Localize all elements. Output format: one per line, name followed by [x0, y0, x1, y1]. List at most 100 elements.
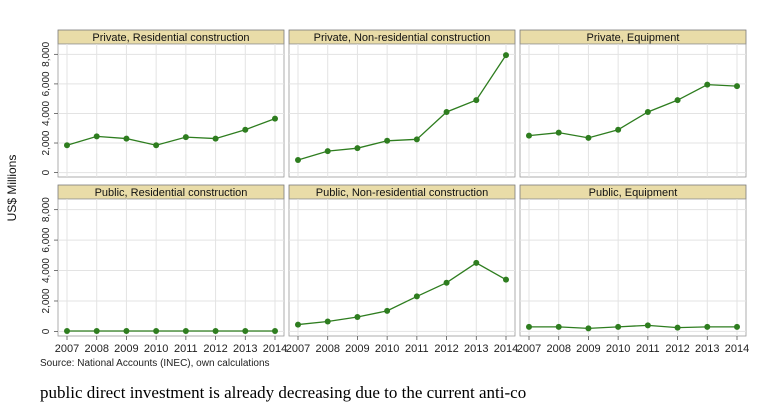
data-point: [734, 323, 740, 330]
x-tick-label: 2010: [144, 343, 168, 355]
panel-title: Private, Residential construction: [92, 32, 249, 44]
y-axis-label: US$ Millions: [5, 155, 19, 222]
panel-title: Private, Equipment: [587, 32, 680, 44]
data-point: [473, 259, 480, 266]
panel-plot-area: [519, 43, 747, 178]
x-tick-label: 2012: [665, 343, 689, 355]
data-point: [64, 327, 70, 334]
data-point: [182, 327, 189, 334]
data-point: [354, 313, 361, 320]
x-tick-label: 2013: [464, 343, 488, 355]
data-point: [212, 327, 219, 334]
data-point: [212, 135, 219, 142]
x-tick-label: 2014: [263, 343, 287, 355]
data-point: [503, 52, 509, 59]
data-point: [413, 293, 420, 300]
data-point: [242, 327, 249, 334]
x-tick-label: 2009: [576, 343, 600, 355]
data-point: [555, 323, 562, 330]
data-point: [295, 157, 301, 164]
data-point: [354, 145, 361, 152]
series-line: [528, 83, 738, 139]
x-tick-label: 2007: [55, 343, 79, 355]
data-point: [64, 142, 70, 149]
panel-title: Public, Residential construction: [95, 187, 248, 199]
data-point: [704, 323, 711, 330]
data-point: [443, 108, 450, 115]
data-point: [615, 126, 622, 133]
y-tick-label: 4,000: [41, 258, 52, 283]
panel-plot-area: [57, 198, 285, 337]
data-point: [384, 307, 391, 314]
body-text-fragment: public direct investment is already decr…: [40, 383, 527, 402]
panel-plot-area: [57, 43, 285, 178]
data-point: [615, 323, 622, 330]
x-tick-label: 2009: [345, 343, 369, 355]
data-point: [644, 108, 651, 115]
data-point: [272, 115, 278, 122]
series-line: [297, 262, 507, 326]
data-point: [153, 142, 160, 149]
x-tick-label: 2012: [203, 343, 227, 355]
x-tick-label: 2008: [84, 343, 108, 355]
x-tick-label: 2010: [375, 343, 399, 355]
panel-title: Private, Non-residential construction: [314, 32, 491, 44]
y-tick-label: 6,000: [41, 227, 52, 252]
y-tick-label: 4,000: [41, 101, 52, 126]
data-point: [734, 83, 740, 90]
data-point: [324, 318, 331, 325]
x-tick-label: 2012: [434, 343, 458, 355]
data-point: [526, 323, 532, 330]
data-point: [153, 327, 160, 334]
chart-figure: US$ Millions Private, Residential constru…: [5, 29, 749, 355]
data-point: [473, 97, 480, 104]
x-tick-label: 2007: [286, 343, 310, 355]
x-tick-label: 2013: [233, 343, 257, 355]
panel-title: Public, Non-residential construction: [316, 187, 488, 199]
data-point: [503, 276, 509, 283]
y-tick-label: 2,000: [41, 130, 52, 155]
data-point: [585, 134, 592, 141]
panel-plot-area: [288, 198, 516, 337]
x-tick-label: 2007: [517, 343, 541, 355]
y-tick-label: 2,000: [41, 288, 52, 313]
data-point: [123, 327, 130, 334]
data-point: [324, 148, 331, 155]
source-note: Source: National Accounts (INEC), own ca…: [40, 358, 270, 369]
series-line: [297, 54, 507, 161]
x-tick-label: 2014: [725, 343, 749, 355]
y-tick-label: 0: [41, 169, 52, 175]
data-point: [526, 132, 532, 139]
panel-title: Public, Equipment: [589, 187, 678, 199]
series-line: [66, 118, 276, 146]
data-point: [182, 134, 189, 141]
x-tick-label: 2014: [494, 343, 518, 355]
panel-plot-area: [519, 198, 747, 337]
data-point: [123, 135, 130, 142]
y-tick-label: 8,000: [41, 41, 52, 66]
x-tick-label: 2009: [114, 343, 138, 355]
data-point: [585, 325, 592, 332]
x-tick-label: 2008: [315, 343, 339, 355]
y-tick-label: 8,000: [41, 197, 52, 222]
data-point: [272, 327, 278, 334]
y-tick-label: 0: [41, 328, 52, 334]
x-tick-label: 2013: [695, 343, 719, 355]
data-point: [295, 321, 301, 328]
panel-plot-area: [288, 43, 516, 178]
y-tick-label: 6,000: [41, 71, 52, 96]
data-point: [93, 133, 100, 140]
data-point: [413, 136, 420, 143]
x-tick-label: 2011: [405, 343, 429, 355]
data-point: [704, 81, 711, 88]
x-tick-label: 2010: [606, 343, 630, 355]
x-tick-label: 2008: [546, 343, 570, 355]
data-point: [443, 279, 450, 286]
series-line: [529, 324, 737, 330]
data-point: [674, 97, 681, 104]
data-point: [555, 129, 562, 136]
data-point: [674, 324, 681, 331]
data-point: [242, 126, 249, 133]
data-point: [644, 322, 651, 329]
x-tick-label: 2011: [174, 343, 198, 355]
